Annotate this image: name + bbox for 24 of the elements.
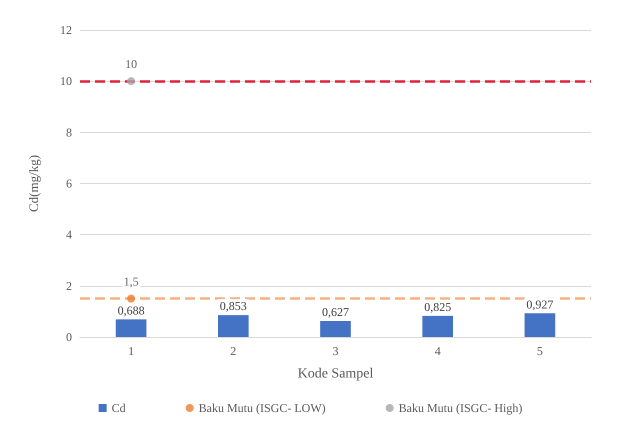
y-tick-label: 10 xyxy=(60,74,72,88)
x-tick-label: 4 xyxy=(434,344,441,358)
data-label: 0,627 xyxy=(322,304,349,319)
data-label: 0,825 xyxy=(424,300,452,314)
y-tick-label: 0 xyxy=(66,330,72,344)
x-tick-label: 1 xyxy=(128,344,134,358)
y-tick-label: 2 xyxy=(66,278,72,293)
y-axis-title: Cd(mg/kg) xyxy=(26,154,41,212)
x-tick-label: 5 xyxy=(536,344,543,358)
legend-label: Baku Mutu (ISGC- LOW) xyxy=(198,401,326,415)
data-label: 0,927 xyxy=(526,297,554,312)
legend-label: Cd xyxy=(112,401,126,415)
x-tick-label: 3 xyxy=(332,344,338,358)
y-tick-label: 12 xyxy=(60,23,72,37)
y-tick-label: 6 xyxy=(66,176,72,190)
y-tick-label: 4 xyxy=(66,228,72,242)
data-label: 10 xyxy=(125,57,138,72)
data-label: 0,853 xyxy=(220,299,247,314)
x-axis-title: Kode Sampel xyxy=(298,366,374,382)
y-tick-label: 8 xyxy=(66,125,72,140)
data-label: 0,688 xyxy=(118,303,145,318)
x-tick-label: 2 xyxy=(230,344,236,358)
legend-label: Baku Mutu (ISGC- High) xyxy=(398,401,522,415)
data-label: 1,5 xyxy=(124,274,139,289)
